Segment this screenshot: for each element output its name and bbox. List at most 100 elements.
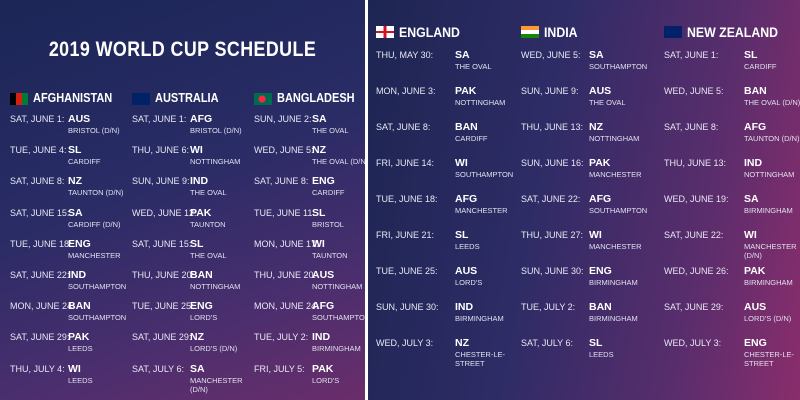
match-venue: SOUTHAMPTON	[68, 282, 127, 291]
match-opponent: PAK	[589, 157, 611, 169]
match-opponent: AUS	[68, 113, 91, 125]
match-opponent: NZ	[589, 121, 603, 133]
match-date: THU, JULY 4:	[10, 363, 65, 374]
match-date: MON, JUNE 3:	[376, 86, 436, 96]
team-flag	[664, 26, 682, 38]
match-opponent: ENG	[68, 237, 91, 250]
match-opponent: AFG	[589, 193, 612, 205]
match-opponent: WI	[589, 229, 602, 241]
match-date: TUE, JUNE 25:	[376, 266, 438, 276]
match-opponent: ENG	[312, 175, 335, 188]
match-opponent: AUS	[455, 265, 478, 277]
match-venue: MANCHESTER	[589, 170, 642, 179]
match-opponent: BAN	[744, 85, 767, 97]
match-venue: NOTTINGHAM	[190, 282, 241, 291]
match-opponent: SA	[744, 193, 759, 205]
match-venue: MANCHESTER (D/N)	[190, 375, 243, 394]
match-venue: LEEDS	[68, 375, 93, 385]
match-date: SAT, JULY 6:	[132, 363, 185, 374]
match-date: SAT, JUNE 1:	[10, 114, 65, 124]
match-date: THU, JUNE 13:	[521, 122, 584, 132]
match-venue: CARDIFF	[455, 134, 488, 143]
match-opponent: SA	[312, 113, 327, 125]
match-date: WED, JUNE 5:	[254, 145, 314, 156]
match-venue: CARDIFF	[312, 188, 345, 198]
match-venue: TAUNTON (D/N)	[68, 188, 124, 198]
team-name: NEW ZEALAND	[687, 24, 779, 40]
match-date: WED, JULY 3:	[376, 338, 434, 348]
match-date: SAT, JULY 6:	[521, 338, 574, 348]
match-venue: SOUTHAMPTON	[589, 206, 648, 215]
match-date: MON, JUNE 24:	[254, 301, 319, 312]
match-venue: THE OVAL (D/N)	[312, 157, 365, 167]
match-venue: BRISTOL (D/N)	[190, 126, 242, 135]
team-name: AFGHANISTAN	[33, 91, 113, 105]
match-date: SAT, JUNE 22:	[521, 194, 581, 204]
match-venue: BIRMINGHAM	[589, 314, 638, 323]
match-opponent: BAN	[589, 301, 612, 313]
match-venue: TAUNTON	[190, 219, 226, 229]
match-date: FRI, JUNE 21:	[376, 230, 435, 240]
match-venue: BIRMINGHAM	[589, 278, 638, 287]
match-venue: MANCHESTER	[589, 242, 642, 251]
match-venue: BIRMINGHAM	[455, 314, 504, 323]
match-opponent: SL	[68, 144, 82, 157]
match-date: TUE, JUNE 18:	[10, 238, 72, 249]
right-panel: ENGLAND THU, MAY 30: SA THE OVAL MON, JUNE 3…	[368, 0, 800, 400]
team-flag	[10, 93, 28, 105]
match-venue: LEEDS	[455, 242, 480, 251]
match-opponent: BAN	[190, 269, 213, 281]
match-venue: LORD'S	[455, 278, 483, 287]
match-opponent: BAN	[68, 300, 91, 313]
match-opponent: BAN	[455, 121, 478, 133]
match-venue: MANCHESTER	[68, 250, 121, 260]
match-date: TUE, JUNE 18:	[376, 194, 438, 204]
match-venue: BRISTOL	[312, 219, 344, 229]
match-date: SUN, JUNE 30:	[376, 302, 439, 312]
match-opponent: WI	[312, 237, 325, 250]
match-date: TUE, JUNE 25:	[132, 301, 194, 312]
team-name: ENGLAND	[399, 24, 460, 40]
match-venue: LEEDS	[68, 344, 93, 354]
match-opponent: NZ	[190, 331, 204, 344]
match-venue: MANCHESTER	[455, 206, 508, 215]
match-venue: SOUTHAMPTON	[68, 313, 127, 323]
match-date: WED, JUNE 12:	[132, 207, 197, 218]
match-venue: NOTTINGHAM	[744, 170, 795, 179]
match-venue: THE OVAL	[190, 188, 227, 198]
match-opponent: AUS	[589, 85, 612, 97]
match-opponent: SA	[589, 49, 604, 61]
match-venue: THE OVAL	[455, 62, 492, 71]
match-venue: LORD'S	[190, 313, 218, 323]
match-venue: LEEDS	[589, 350, 614, 359]
match-date: SAT, JUNE 22:	[10, 270, 70, 280]
match-date: TUE, JULY 2:	[254, 332, 309, 343]
match-date: THU, JUNE 6:	[132, 145, 190, 156]
match-date: SAT, JUNE 22:	[664, 230, 724, 240]
match-date: THU, JUNE 20:	[254, 270, 317, 280]
match-date: WED, JUNE 26:	[664, 266, 729, 276]
match-opponent: NZ	[312, 144, 326, 157]
match-date: SAT, JUNE 15:	[10, 207, 70, 218]
match-venue: THE OVAL (D/N)	[744, 98, 800, 107]
match-venue: NOTTINGHAM	[190, 157, 241, 167]
match-venue: CARDIFF	[68, 157, 101, 167]
match-date: SUN, JUNE 9:	[521, 86, 579, 96]
match-date: SAT, JUNE 8:	[254, 176, 309, 187]
match-opponent: AUS	[744, 301, 767, 313]
match-date: TUE, JUNE 4:	[10, 145, 67, 156]
match-date: THU, JUNE 13:	[664, 158, 727, 168]
match-venue: CARDIFF (D/N)	[68, 219, 121, 229]
match-venue: MANCHESTER (D/N)	[744, 242, 797, 260]
match-date: SAT, JUNE 8:	[664, 122, 719, 132]
team-flag	[254, 93, 272, 105]
match-date: SAT, JUNE 15:	[132, 238, 192, 249]
match-opponent: SA	[68, 206, 83, 219]
match-opponent: SA	[455, 49, 470, 61]
match-venue: LORD'S (D/N)	[744, 314, 792, 323]
match-date: TUE, JUNE 11:	[254, 207, 315, 218]
match-opponent: AUS	[312, 269, 335, 281]
match-venue: TAUNTON	[312, 250, 348, 260]
match-date: THU, JUNE 27:	[521, 230, 584, 240]
